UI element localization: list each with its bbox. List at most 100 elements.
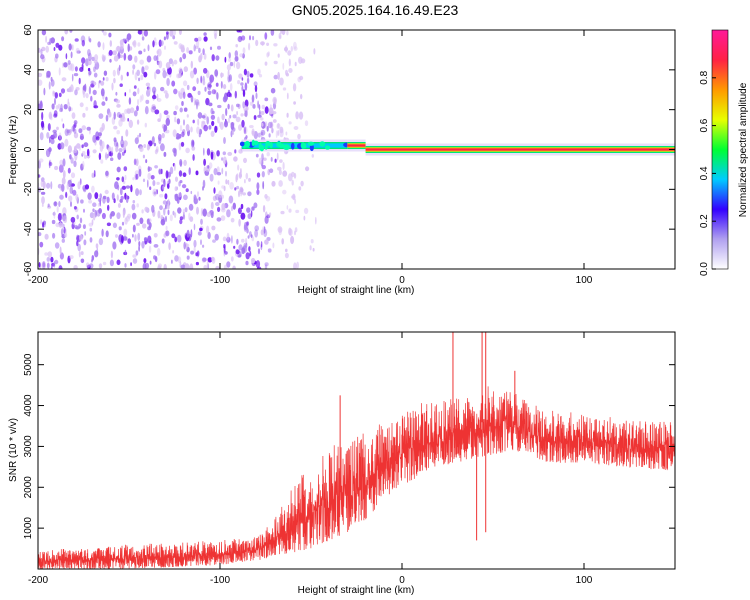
heatmap-cell [173, 88, 178, 95]
heatmap-cell [256, 182, 260, 190]
heatmap-cell [153, 244, 159, 248]
heatmap-cell [273, 74, 278, 80]
heatmap-cell [141, 36, 145, 41]
heatmap-cell [90, 83, 95, 88]
x-tick-label: 100 [576, 575, 593, 586]
heatmap-cell [121, 221, 125, 226]
x-tick-label: 0 [399, 575, 405, 586]
heatmap-cell [89, 227, 93, 232]
heatmap-cell [110, 250, 113, 259]
heatmap-cell [285, 72, 289, 77]
heatmap-cell [226, 261, 231, 268]
heatmap-cell [279, 159, 283, 163]
heatmap-cell [132, 233, 134, 238]
heatmap-cell [126, 71, 129, 77]
heatmap-cell [207, 165, 210, 169]
heatmap-cell [174, 255, 179, 262]
heatmap-cell [297, 133, 301, 140]
heatmap-cell [237, 164, 240, 171]
heatmap-cell [262, 205, 266, 213]
y-tick-label: -60 [23, 261, 34, 276]
heatmap-cell [260, 117, 264, 121]
heatmap-cell [132, 41, 136, 46]
heatmap-cell [74, 66, 78, 72]
colorbar-tick-label: 0.2 [699, 214, 710, 228]
heatmap-cell [206, 211, 211, 218]
heatmap-cell [230, 130, 233, 138]
heatmap-cell [88, 86, 91, 95]
heatmap-cell [258, 74, 263, 78]
spectrogram-x-label: Height of straight line (km) [298, 285, 415, 296]
heatmap-cell [142, 223, 147, 229]
heatmap-cell [190, 60, 193, 69]
heatmap-cell [219, 121, 224, 130]
heatmap-cell [185, 147, 190, 154]
heatmap-cell [178, 67, 183, 74]
heatmap-cell [232, 265, 236, 269]
heatmap-cell [260, 129, 266, 136]
heatmap-cell [125, 129, 129, 137]
heatmap-cell [295, 209, 300, 214]
heatmap-cell [260, 229, 264, 236]
heatmap-cell [136, 222, 140, 226]
heatmap-cell [203, 36, 208, 42]
heatmap-cell [264, 97, 269, 102]
heatmap-cell [230, 104, 234, 112]
heatmap-cell [120, 116, 123, 122]
heatmap-cell [174, 236, 178, 243]
heatmap-cell [250, 210, 253, 218]
heatmap-cell [211, 54, 215, 62]
heatmap-cell [121, 235, 124, 244]
heatmap-cell [244, 110, 248, 118]
heatmap-cell [92, 202, 97, 207]
heatmap-cell [134, 137, 139, 145]
heatmap-cell [192, 154, 195, 161]
heatmap-cell [286, 205, 289, 210]
heatmap-cell [188, 203, 194, 211]
heatmap-cell [163, 151, 167, 157]
heatmap-cell [88, 199, 93, 204]
heatmap-cell [128, 97, 132, 105]
heatmap-cell [243, 126, 248, 135]
heatmap-cell [227, 151, 233, 156]
heatmap-cell [41, 261, 46, 269]
heatmap-cell [295, 111, 299, 120]
heatmap-cell [41, 46, 46, 52]
signal-blob [324, 145, 331, 150]
heatmap-cell [159, 112, 162, 120]
heatmap-cell [203, 53, 207, 60]
heatmap-cell [62, 123, 65, 129]
heatmap-cell [268, 133, 271, 138]
signal-blob [300, 142, 306, 149]
signal-blob [319, 141, 325, 147]
heatmap-cell [231, 235, 233, 244]
heatmap-cell [113, 139, 118, 147]
heatmap-cell [145, 99, 150, 104]
heatmap-cell [212, 195, 217, 201]
heatmap-cell [69, 186, 74, 195]
heatmap-cell [207, 82, 212, 91]
heatmap-cell [163, 263, 167, 269]
heatmap-cell [88, 263, 94, 269]
heatmap-cell [168, 242, 171, 250]
heatmap-cell [261, 104, 265, 110]
heatmap-cell [294, 61, 297, 67]
heatmap-cell [249, 35, 251, 41]
heatmap-cell [161, 238, 165, 244]
y-tick-label: 0 [23, 146, 34, 152]
heatmap-cell [261, 153, 264, 161]
heatmap-cell [272, 119, 277, 123]
heatmap-cell [99, 193, 102, 199]
heatmap-cell [203, 147, 205, 156]
heatmap-cell [112, 222, 117, 229]
heatmap-cell [182, 91, 186, 99]
heatmap-cell [105, 230, 109, 238]
heatmap-cell [97, 202, 100, 207]
signal-blob [265, 140, 271, 147]
heatmap-cell [93, 100, 97, 109]
heatmap-cell [279, 77, 284, 86]
heatmap-cell [47, 203, 50, 208]
heatmap-cell [108, 151, 112, 157]
heatmap-cell [197, 102, 200, 107]
heatmap-cell [173, 41, 178, 45]
